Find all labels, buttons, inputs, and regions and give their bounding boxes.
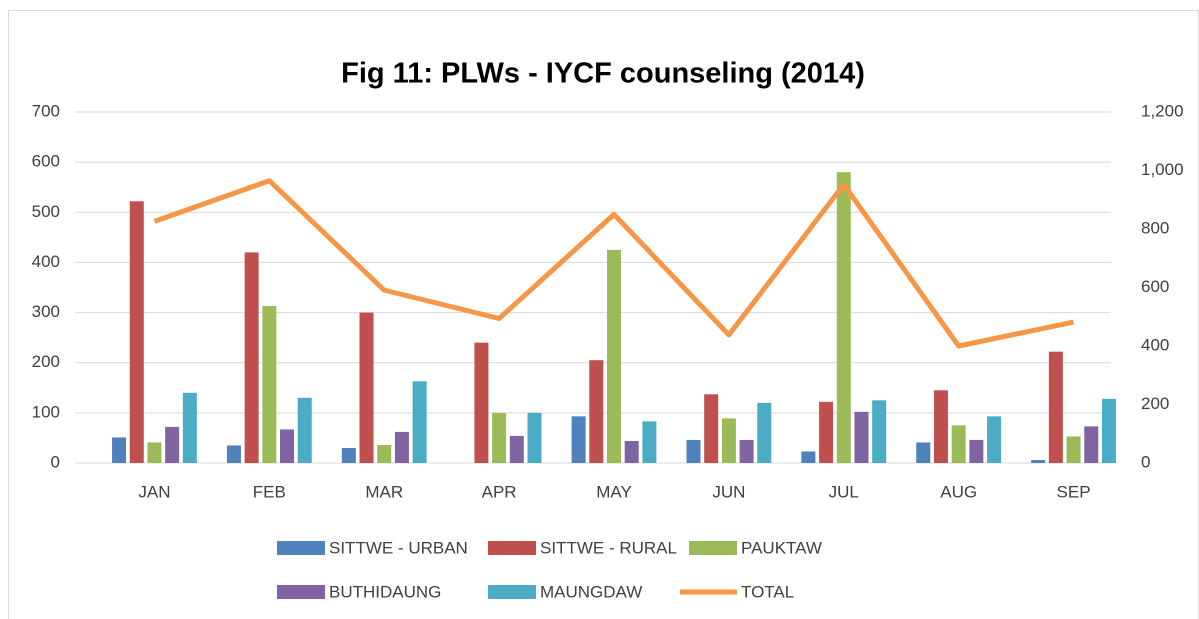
legend-swatch: [277, 541, 325, 555]
bar: [341, 447, 356, 463]
y-tick-label: 500: [32, 202, 60, 221]
y2-tick-label: 0: [1141, 452, 1150, 471]
bar: [854, 411, 869, 463]
bar: [739, 439, 754, 463]
y2-tick-label: 800: [1141, 218, 1169, 237]
bar: [686, 439, 701, 463]
bar: [1101, 398, 1116, 463]
bar: [1031, 459, 1046, 463]
y2-tick-label: 1,000: [1141, 160, 1184, 179]
bar: [933, 390, 948, 463]
bar: [801, 451, 816, 463]
x-tick-label: MAR: [365, 482, 403, 501]
bar: [916, 442, 931, 463]
chart-title: Fig 11: PLWs - IYCF counseling (2014): [341, 58, 865, 90]
legend-label: TOTAL: [741, 582, 794, 601]
y-tick-label: 600: [32, 152, 60, 171]
x-tick-label: AUG: [940, 482, 977, 501]
x-tick-label: JUL: [829, 482, 859, 501]
bar: [112, 437, 127, 463]
bar: [951, 425, 966, 463]
x-tick-label: APR: [482, 482, 517, 501]
bar: [147, 442, 162, 463]
bar: [377, 444, 392, 463]
bar: [165, 426, 180, 463]
legend-label: BUTHIDAUNG: [329, 582, 441, 601]
x-tick-label: MAY: [596, 482, 632, 501]
bar: [262, 306, 277, 463]
legend-swatch: [689, 541, 737, 555]
legend-swatch: [488, 585, 536, 599]
x-tick-label: FEB: [253, 482, 286, 501]
bar: [226, 445, 241, 463]
bar: [129, 201, 144, 464]
chart-border: [8, 10, 1199, 619]
bar: [297, 397, 312, 463]
y-tick-label: 700: [32, 101, 60, 120]
bar: [1066, 436, 1081, 463]
bar: [509, 435, 524, 463]
y2-tick-label: 400: [1141, 335, 1169, 354]
legend-swatch: [277, 585, 325, 599]
x-tick-label: JAN: [138, 482, 170, 501]
y-tick-label: 200: [32, 352, 60, 371]
y2-tick-label: 1,200: [1141, 101, 1184, 120]
y2-tick-label: 600: [1141, 277, 1169, 296]
bar: [757, 402, 772, 463]
bar: [359, 312, 374, 463]
legend-label: SITTWE - URBAN: [329, 538, 468, 557]
bar: [819, 401, 834, 463]
bar: [394, 431, 409, 463]
bar: [474, 342, 489, 463]
bar: [571, 416, 586, 463]
y-tick-label: 300: [32, 302, 60, 321]
legend-label: PAUKTAW: [741, 538, 822, 557]
y-tick-label: 100: [32, 402, 60, 421]
bar: [704, 394, 719, 463]
bar: [969, 439, 984, 463]
bar: [836, 172, 851, 463]
bar: [721, 418, 736, 463]
legend-label: MAUNGDAW: [540, 582, 642, 601]
bar: [607, 249, 621, 463]
y-tick-label: 0: [51, 452, 60, 471]
bar: [589, 360, 604, 463]
bar: [642, 421, 657, 463]
line: [153, 178, 1075, 349]
bar: [244, 252, 259, 463]
bar: [1084, 426, 1099, 463]
bar: [872, 400, 887, 463]
legend-swatch: [488, 541, 536, 555]
bar: [492, 412, 507, 463]
bar: [527, 412, 542, 463]
bar: [412, 381, 427, 463]
legend-label: SITTWE - RURAL: [540, 538, 677, 557]
y2-tick-label: 200: [1141, 394, 1169, 413]
x-tick-label: SEP: [1057, 482, 1091, 501]
bar: [280, 429, 295, 463]
y-tick-label: 400: [32, 252, 60, 271]
bar: [182, 392, 197, 463]
bar: [1048, 351, 1063, 463]
x-tick-label: JUN: [712, 482, 745, 501]
bar: [624, 440, 639, 463]
bar: [987, 416, 1002, 463]
